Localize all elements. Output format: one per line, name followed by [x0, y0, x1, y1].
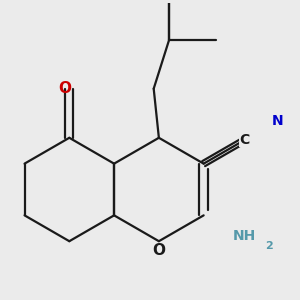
Text: N: N — [272, 114, 283, 128]
Text: NH: NH — [232, 230, 256, 244]
Text: O: O — [58, 81, 71, 96]
Text: 2: 2 — [265, 241, 273, 251]
Text: C: C — [239, 134, 249, 147]
Text: O: O — [152, 243, 165, 258]
